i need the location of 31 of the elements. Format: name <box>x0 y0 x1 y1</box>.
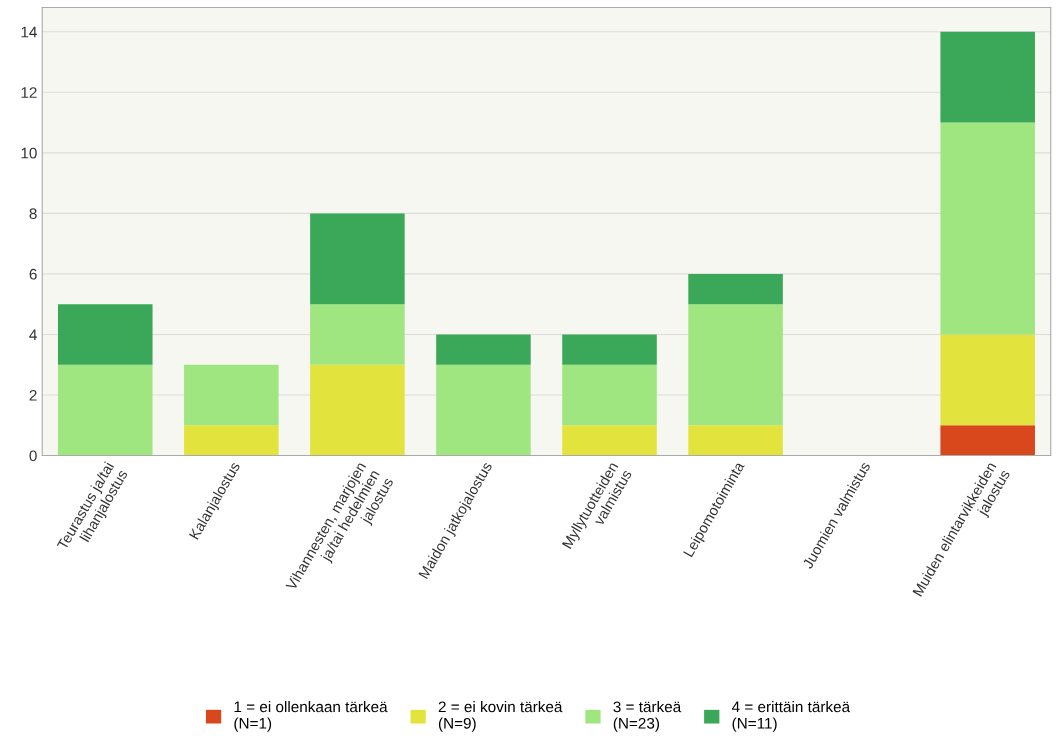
y-tick-label: 6 <box>29 268 37 280</box>
y-tick-label: 12 <box>21 87 37 98</box>
bar <box>688 273 783 305</box>
bar <box>940 31 1035 123</box>
bar <box>562 425 657 456</box>
bar <box>310 364 405 456</box>
bar <box>184 364 279 426</box>
y-tick-label: 10 <box>21 147 37 159</box>
bar <box>310 213 405 305</box>
y-tick-label: 0 <box>29 450 37 462</box>
bar <box>940 122 1035 335</box>
bar <box>436 364 531 456</box>
bar <box>58 304 153 365</box>
y-tick-label: 8 <box>29 208 37 220</box>
bar <box>562 364 657 426</box>
legend-label: 1 = ei ollenkaan tärkeä (N=1) <box>234 701 388 732</box>
bar <box>436 334 531 365</box>
y-tick-label: 2 <box>29 389 37 401</box>
bar <box>940 425 1035 456</box>
legend-label: 3 = tärkeä (N=23) <box>613 701 682 732</box>
legend-label: 2 = ei kovin tärkeä (N=9) <box>438 701 563 732</box>
bar <box>562 334 657 365</box>
bar <box>184 425 279 456</box>
y-tick-label: 4 <box>29 329 37 341</box>
bar <box>940 334 1035 426</box>
bar <box>310 304 405 365</box>
bar <box>688 304 783 426</box>
bar <box>58 364 153 456</box>
bar <box>688 425 783 456</box>
legend-label: 4 = erittäin tärkeä (N=11) <box>731 701 851 732</box>
y-tick-label: 14 <box>21 26 37 38</box>
